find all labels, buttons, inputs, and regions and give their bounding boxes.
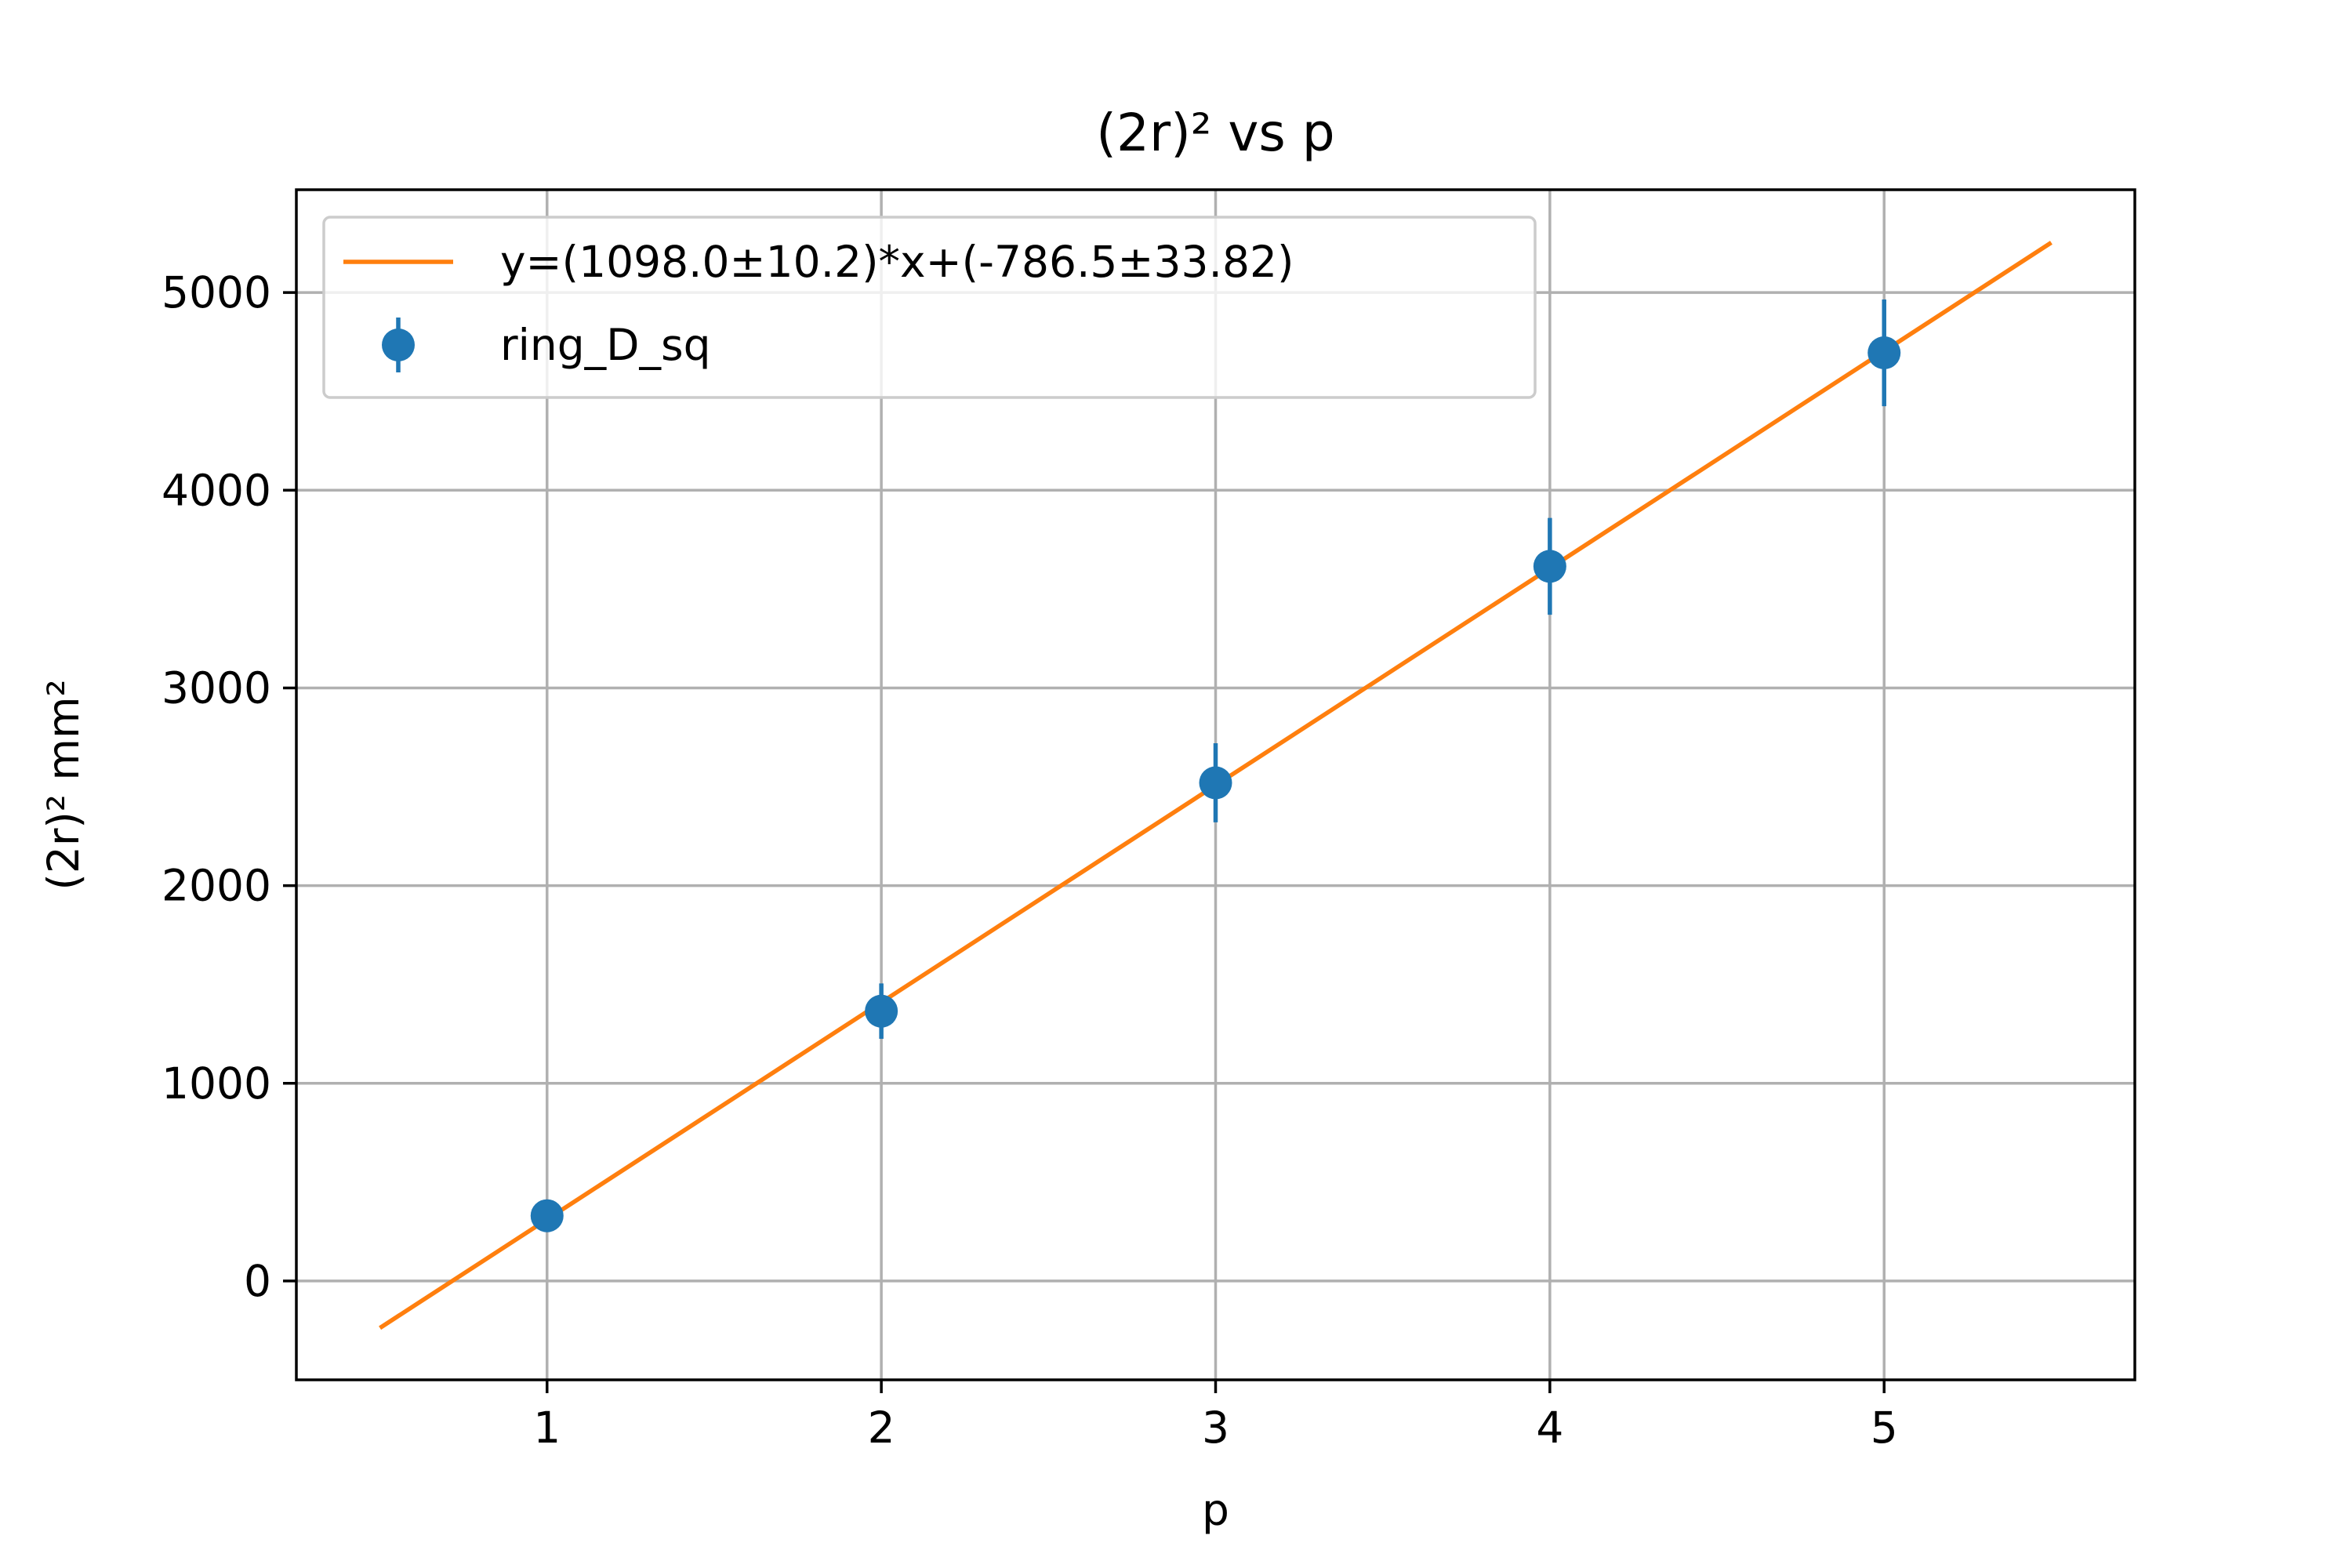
y-tick-label: 2000 — [162, 861, 271, 911]
data-point — [1199, 766, 1232, 800]
y-tick-label: 3000 — [162, 662, 271, 713]
y-tick-label: 0 — [244, 1256, 271, 1306]
x-tick-label: 2 — [868, 1403, 895, 1453]
x-tick-label: 4 — [1536, 1403, 1563, 1453]
chart-title: (2r)² vs p — [1096, 103, 1334, 163]
plot-area — [379, 241, 2053, 1330]
y-tick-label: 4000 — [162, 465, 271, 515]
legend-label-data: ring_D_sq — [500, 320, 711, 370]
y-axis: 0 1000 2000 3000 4000 5000 — [162, 267, 296, 1306]
data-point — [1867, 336, 1901, 370]
y-axis-label: (2r)² mm² — [38, 679, 89, 890]
legend: y=(1098.0±10.2)*x+(-786.5±33.82) ring_D_… — [322, 216, 1537, 399]
x-tick-label: 3 — [1202, 1403, 1229, 1453]
legend-box — [322, 216, 1537, 399]
x-axis-label: p — [1202, 1485, 1229, 1535]
y-tick-label: 5000 — [162, 267, 271, 318]
data-point — [1533, 550, 1566, 583]
x-axis: 1 2 3 4 5 — [533, 1380, 1898, 1453]
legend-label-fit: y=(1098.0±10.2)*x+(-786.5±33.82) — [500, 237, 1294, 287]
data-point — [530, 1199, 564, 1232]
y-tick-label: 1000 — [162, 1058, 271, 1109]
legend-marker-swatch — [382, 328, 415, 361]
data-point — [865, 994, 898, 1028]
x-tick-label: 5 — [1871, 1403, 1898, 1453]
x-tick-label: 1 — [533, 1403, 561, 1453]
